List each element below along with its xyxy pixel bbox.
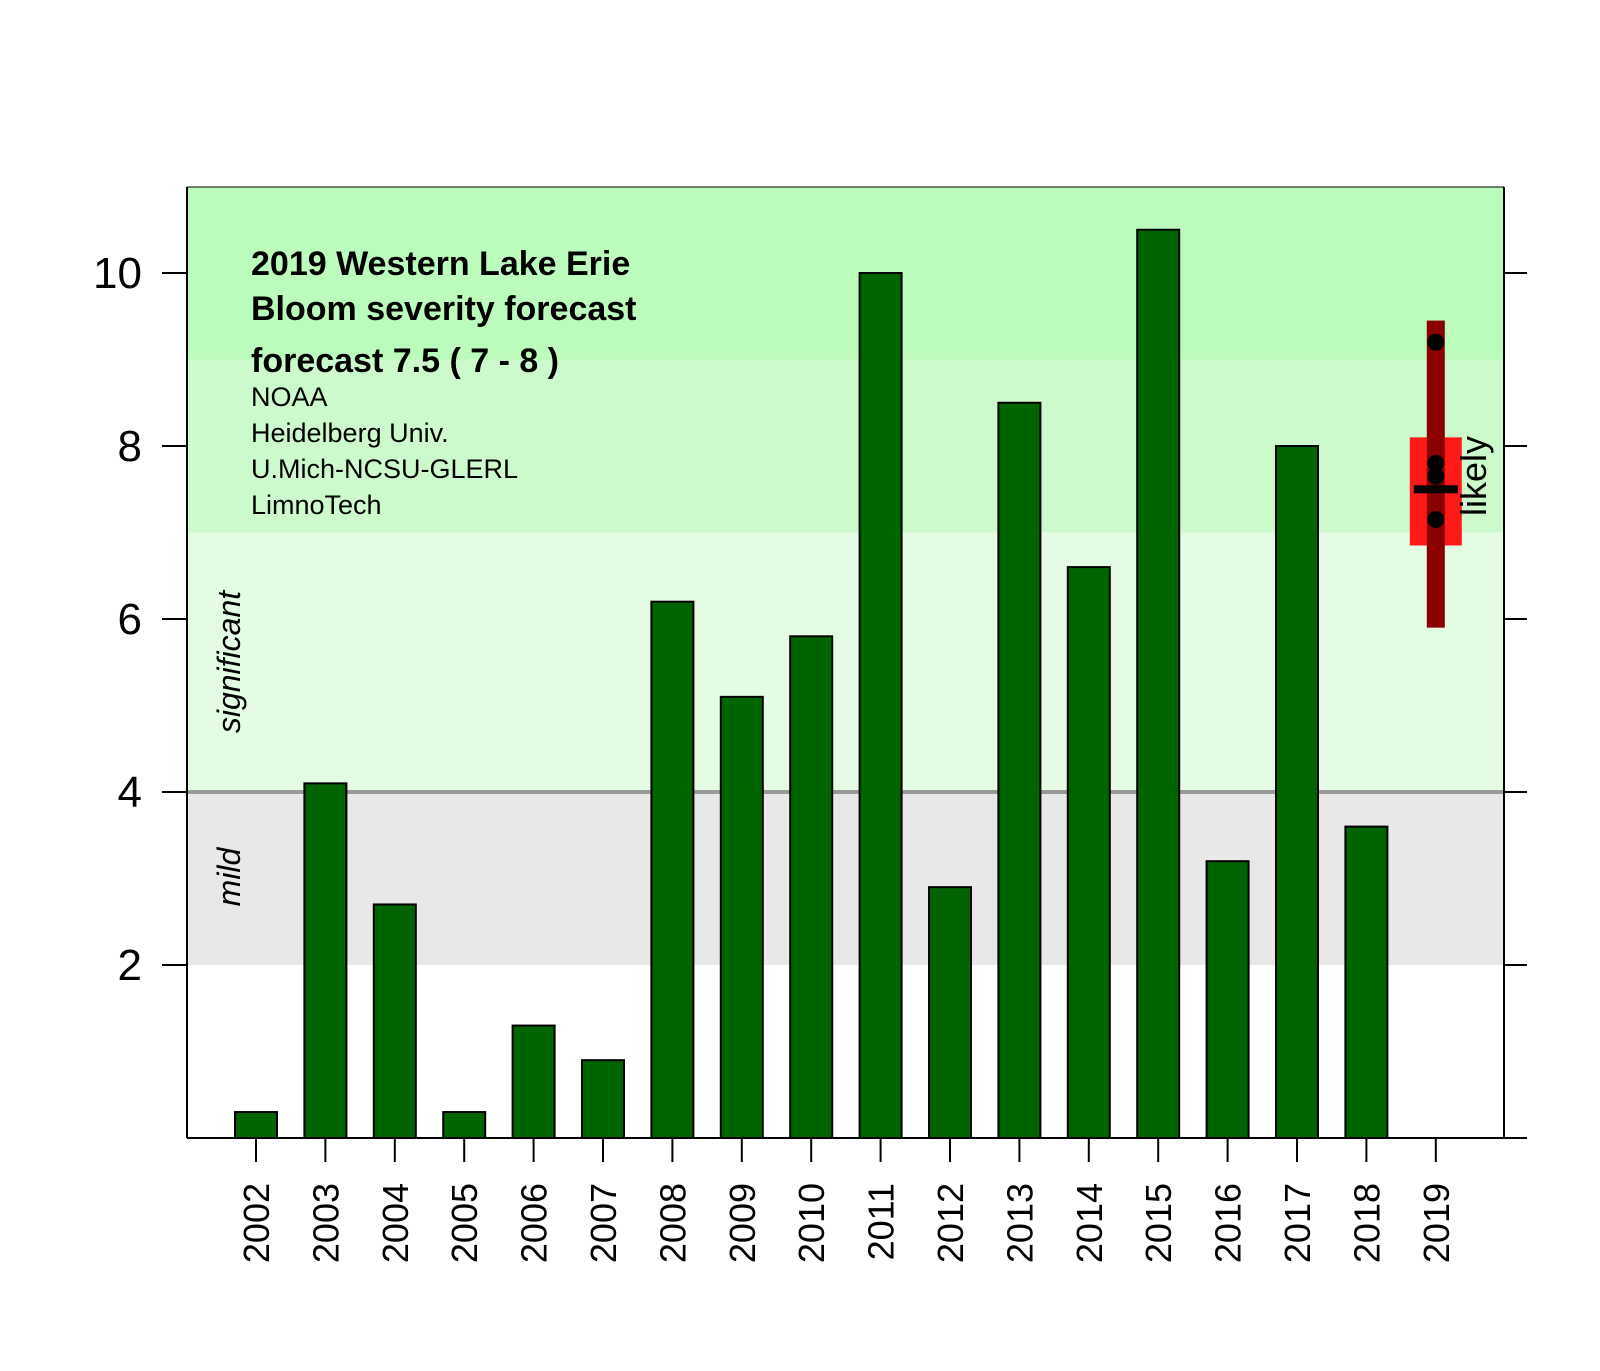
forecast-point-3 xyxy=(1427,467,1445,485)
x-tick-label-2011: 2011 xyxy=(861,1183,902,1260)
bar-2017 xyxy=(1275,445,1319,1139)
bar-2013 xyxy=(997,401,1042,1139)
forecast-label-likely: likely xyxy=(1453,436,1494,516)
x-tick-label-2014: 2014 xyxy=(1069,1183,1110,1263)
forecast-point-1 xyxy=(1427,333,1445,351)
forecast-point-4 xyxy=(1427,511,1445,529)
x-tick-label-2012: 2012 xyxy=(930,1183,971,1263)
credit-umich: U.Mich-NCSU-GLERL xyxy=(251,454,518,484)
bar-2015 xyxy=(1136,228,1181,1139)
bar-2018 xyxy=(1344,825,1389,1139)
bar-2008 xyxy=(650,600,695,1139)
title-line-2: Bloom severity forecast xyxy=(251,290,637,328)
x-tick-label-2003: 2003 xyxy=(305,1183,346,1263)
chart-text: 2019 Western Lake Erie Bloom severity fo… xyxy=(211,245,1494,906)
axes: 2 4 6 8 10 2002 2003 2004 2005 2006 2007 2008 2009 20… xyxy=(93,186,1527,1263)
x-tick-label-2008: 2008 xyxy=(652,1183,693,1263)
band-label-mild: mild xyxy=(211,846,247,906)
bar-2012 xyxy=(928,886,972,1140)
bar-2016 xyxy=(1205,860,1250,1139)
title-line-3: forecast 7.5 ( 7 - 8 ) xyxy=(251,342,559,380)
x-tick-label-2015: 2015 xyxy=(1138,1183,1179,1263)
bars xyxy=(234,228,1389,1140)
x-tick-label-2005: 2005 xyxy=(444,1183,485,1263)
x-tick-label-2010: 2010 xyxy=(791,1183,832,1263)
bar-2009 xyxy=(719,695,764,1139)
x-tick-label-2016: 2016 xyxy=(1208,1183,1249,1263)
bar-2004 xyxy=(372,903,417,1140)
forecast-2019 xyxy=(1409,320,1462,628)
forecast-point-2 xyxy=(1427,454,1445,472)
x-tick-label-2002: 2002 xyxy=(236,1183,277,1263)
bar-2010 xyxy=(789,635,834,1139)
x-tick-label-2006: 2006 xyxy=(514,1183,555,1263)
band-upper-3 xyxy=(187,187,1504,360)
x-tick-label-2013: 2013 xyxy=(999,1183,1040,1263)
bar-2011 xyxy=(858,272,903,1139)
credit-noaa: NOAA xyxy=(251,382,328,412)
title-line-1: 2019 Western Lake Erie xyxy=(251,245,630,283)
y-tick-label-4: 4 xyxy=(118,768,142,817)
forecast-median xyxy=(1413,485,1458,494)
band-label-significant: significant xyxy=(211,590,247,733)
bar-2007 xyxy=(581,1059,625,1140)
credit-heidelberg: Heidelberg Univ. xyxy=(251,418,449,448)
y-tick-label-8: 8 xyxy=(118,422,142,471)
x-tick-label-2009: 2009 xyxy=(722,1183,763,1263)
credit-limnotech: LimnoTech xyxy=(251,490,382,520)
x-tick-label-2018: 2018 xyxy=(1346,1183,1387,1263)
y-tick-label-2: 2 xyxy=(118,941,142,990)
y-tick-label-6: 6 xyxy=(118,595,142,644)
bar-2002 xyxy=(234,1111,278,1140)
bar-2005 xyxy=(442,1111,487,1140)
x-tick-label-2007: 2007 xyxy=(583,1183,624,1263)
x-tick-label-2019: 2019 xyxy=(1416,1183,1457,1263)
bar-2003 xyxy=(303,782,348,1139)
bar-2006 xyxy=(511,1024,556,1140)
bar-2014 xyxy=(1066,566,1111,1139)
x-tick-label-2017: 2017 xyxy=(1277,1183,1318,1263)
x-tick-label-2004: 2004 xyxy=(375,1183,416,1263)
y-tick-label-10: 10 xyxy=(93,249,142,298)
